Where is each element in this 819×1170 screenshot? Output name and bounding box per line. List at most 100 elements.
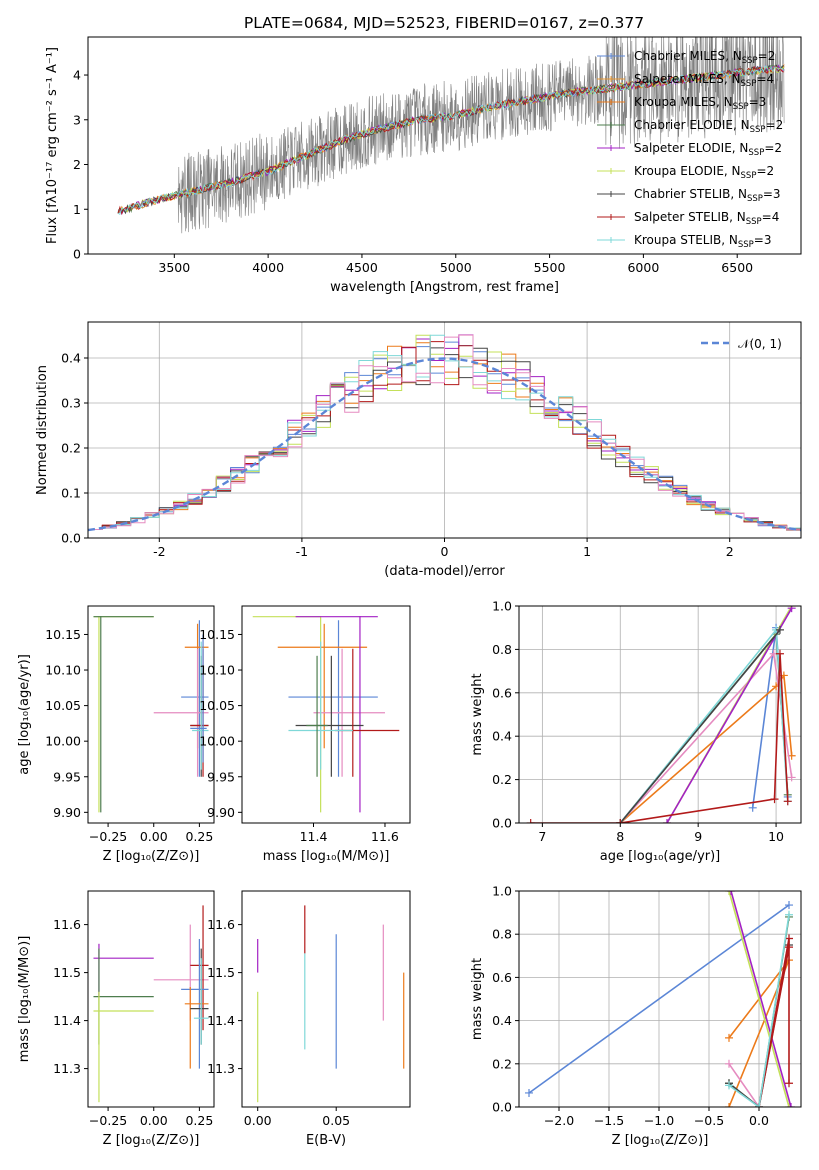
x-tick-label: 5000 [440, 260, 472, 275]
y-tick-label: 0.0 [492, 1100, 512, 1115]
legend-marker-kroupa_elodie [608, 168, 614, 174]
legend-label-normal: 𝒩(0, 1) [738, 337, 782, 351]
plot-area [88, 322, 801, 538]
weight-marker-kroupa_stelib [785, 910, 793, 919]
weight-marker-kroupa_miles [725, 1033, 733, 1042]
weight-marker-salpeter_elodie [787, 606, 796, 613]
y-tick-label: 11.6 [53, 917, 81, 932]
y-tick-label: 4 [73, 68, 81, 83]
x-tick-label: 2 [726, 544, 734, 559]
weight-marker-chabrier_miles [748, 803, 757, 812]
weight-marker-chabrier_stelib [775, 625, 784, 634]
x-tick-label: 11.4 [300, 829, 328, 844]
y-tick-label: 10.05 [45, 698, 81, 713]
axes-frame [241, 890, 411, 1108]
x-axis-label: age [log₁₀(age/yr)] [600, 849, 721, 864]
chart-residuals: -2 -1 0 1 2 0.0 0.1 0.2 0.3 0.4 (data-model)/error… [35, 321, 802, 579]
weight-marker-salpeter_stelib [616, 819, 625, 823]
x-tick-label: −0.25 [89, 829, 127, 844]
legend-marker-chabrier_miles [608, 53, 614, 59]
weight-marker-salpeter_stelib [775, 649, 784, 658]
legend-label-salpeter_stelib: Salpeter STELIB, NSSP=4 [634, 210, 779, 227]
y-axis-label: age [log₁₀(age/yr)] [17, 654, 32, 775]
weight-marker-kroupa_stelib [755, 1103, 763, 1107]
x-axis-label: Z [log₁₀(Z/Z⊙)] [103, 1133, 200, 1148]
x-tick-label: −1.0 [644, 1113, 674, 1128]
y-axis-label: Flux [fλ10⁻¹⁷ erg cm⁻² s⁻¹ A⁻¹] [45, 47, 60, 244]
plot-area [252, 615, 400, 813]
legend-label-salpeter_elodie: Salpeter ELODIE, NSSP=2 [634, 141, 782, 158]
axes-frame [241, 605, 411, 824]
x-tick-label: 9 [694, 829, 702, 844]
x-tick-label: 1 [583, 544, 591, 559]
x-tick-label: −2.0 [544, 1113, 574, 1128]
y-tick-label: 0 [73, 247, 81, 262]
x-axis-label: mass [log₁₀(M/M⊙)] [263, 849, 390, 864]
x-tick-label: 11.6 [371, 829, 399, 844]
x-tick-label: 8 [616, 829, 624, 844]
x-tick-label: 0.0 [749, 1113, 769, 1128]
weight-line-kroupa_stelib [728, 914, 790, 1107]
y-tick-label: 0.4 [492, 1013, 512, 1028]
y-tick-label: 9.95 [207, 769, 235, 784]
weight-marker-kroupa_stelib [725, 1081, 733, 1090]
y-tick-label: 9.90 [207, 805, 235, 820]
legend-label-kroupa_elodie: Kroupa ELODIE, NSSP=2 [634, 164, 774, 181]
chart-age_vs_Z: −0.25 0.00 0.25 9.90 9.95 10.00 10.05 10.10 10.1… [17, 605, 215, 864]
x-tick-label: 3500 [158, 260, 190, 275]
chart-spectrum: 3500 4000 4500 5000 5500 6000 6500 0 1 2 3 4 wavelen… [45, 36, 802, 295]
x-tick-label: 0.25 [185, 829, 213, 844]
x-tick-label: 10 [768, 829, 784, 844]
legend-marker-chabrier_elodie [608, 122, 614, 128]
legend-label-kroupa_stelib: Kroupa STELIB, NSSP=3 [634, 233, 772, 250]
y-tick-label: 11.6 [207, 917, 235, 932]
chart-massweight_vs_age: 7 8 9 10 0.0 0.2 0.4 0.6 0.8 1.0 age [log₁₀(age/yr… [470, 599, 802, 864]
y-tick-label: 11.3 [207, 1061, 235, 1076]
y-axis-label: mass weight [470, 958, 485, 1040]
weight-marker-chabrier_miles [525, 1088, 533, 1097]
y-tick-label: 0.2 [492, 772, 512, 787]
weight-marker-salpeter_stelib [785, 943, 793, 952]
x-tick-label: 0 [441, 544, 449, 559]
y-tick-label: 9.95 [53, 769, 81, 784]
histogram-extra_pink [88, 334, 801, 531]
plot-area [519, 891, 801, 1107]
weight-line-salpeter_stelib [758, 938, 790, 1107]
x-axis-label: Z [log₁₀(Z/Z⊙)] [103, 849, 200, 864]
axes-frame [87, 605, 215, 824]
legend-label-chabrier_stelib: Chabrier STELIB, NSSP=3 [634, 187, 781, 204]
legend-label-salpeter_miles: Salpeter MILES, NSSP=4 [634, 72, 774, 89]
x-tick-label: 0.25 [185, 1113, 213, 1128]
y-tick-label: 10.00 [199, 734, 235, 749]
axes-frame [518, 605, 802, 824]
axes-frame [87, 36, 802, 255]
weight-marker-kroupa_elodie [725, 891, 733, 895]
y-tick-label: 11.5 [207, 965, 235, 980]
x-tick-label: −1.5 [594, 1113, 624, 1128]
weight-line-chabrier_miles [528, 904, 790, 1094]
weight-marker-salpeter_stelib [785, 934, 793, 943]
weight-marker-kroupa_elodie [785, 1103, 793, 1107]
weight-marker-salpeter_stelib [785, 1079, 793, 1088]
y-tick-label: 0.6 [492, 970, 512, 985]
chart-massweight_vs_Z: −2.0 −1.5 −1.0 −0.5 0.0 0.0 0.2 0.4 0.6 0.8 1.0 Z [… [470, 884, 802, 1148]
y-tick-label: 10.15 [199, 627, 235, 642]
weight-marker-salpeter_stelib [526, 819, 535, 823]
legend-marker-salpeter_miles [608, 76, 614, 82]
y-axis-label: Normed distribution [35, 365, 50, 495]
weight-marker-salpeter_stelib [783, 797, 792, 806]
y-axis-label: mass [log₁₀(M/M⊙)] [17, 936, 32, 1063]
y-tick-label: 10.15 [45, 627, 81, 642]
legend-marker-salpeter_elodie [608, 145, 614, 151]
legend-marker-kroupa_stelib [608, 237, 614, 243]
y-tick-label: 10.05 [199, 698, 235, 713]
y-tick-label: 0.8 [492, 642, 512, 657]
legend-label-chabrier_elodie: Chabrier ELODIE, NSSP=2 [634, 118, 783, 135]
weight-line-salpeter_elodie [730, 891, 792, 1107]
x-tick-label: 5500 [534, 260, 566, 275]
y-tick-label: 0.4 [492, 729, 512, 744]
x-axis-label: wavelength [Angstrom, rest frame] [330, 280, 559, 295]
weight-marker-chabrier_miles [785, 901, 793, 910]
weight-line-kroupa_elodie [728, 891, 790, 1107]
weight-marker-salpeter_elodie [787, 1103, 795, 1107]
